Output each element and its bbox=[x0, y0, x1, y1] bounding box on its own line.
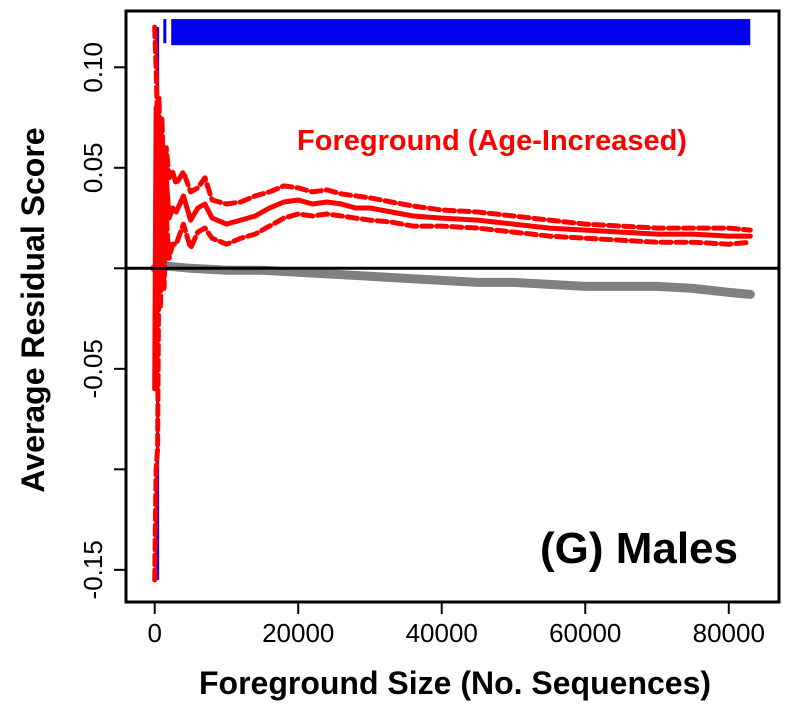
y-tick-label: 0.10 bbox=[78, 42, 108, 93]
series-layer bbox=[150, 24, 755, 583]
significance-bar-1 bbox=[163, 19, 167, 44]
x-tick-label: 0 bbox=[147, 618, 161, 648]
y-tick-label: 0.05 bbox=[78, 142, 108, 193]
x-axis: 0 20000 40000 60000 80000 bbox=[147, 602, 765, 648]
x-axis-title: Foreground Size (No. Sequences) bbox=[199, 665, 711, 701]
y-tick-label: -0.15 bbox=[78, 540, 108, 599]
plot-frame bbox=[124, 9, 781, 604]
x-tick-label: 60000 bbox=[549, 618, 621, 648]
x-tick-label: 80000 bbox=[693, 618, 765, 648]
series-foreground-lower-bound bbox=[152, 211, 753, 583]
x-tick-label: 20000 bbox=[262, 618, 334, 648]
significance-bar-2 bbox=[171, 19, 751, 46]
panel-label: (G) Males bbox=[540, 524, 738, 573]
series-background bbox=[150, 261, 755, 299]
y-axis-title: Average Residual Score bbox=[15, 127, 51, 492]
y-axis: -0.15 -0.05 0.05 0.10 bbox=[78, 42, 126, 599]
foreground-annotation: Foreground (Age-Increased) bbox=[297, 125, 687, 157]
y-tick-label: -0.05 bbox=[78, 339, 108, 398]
series-foreground-mean bbox=[152, 105, 753, 392]
x-tick-label: 40000 bbox=[406, 618, 478, 648]
